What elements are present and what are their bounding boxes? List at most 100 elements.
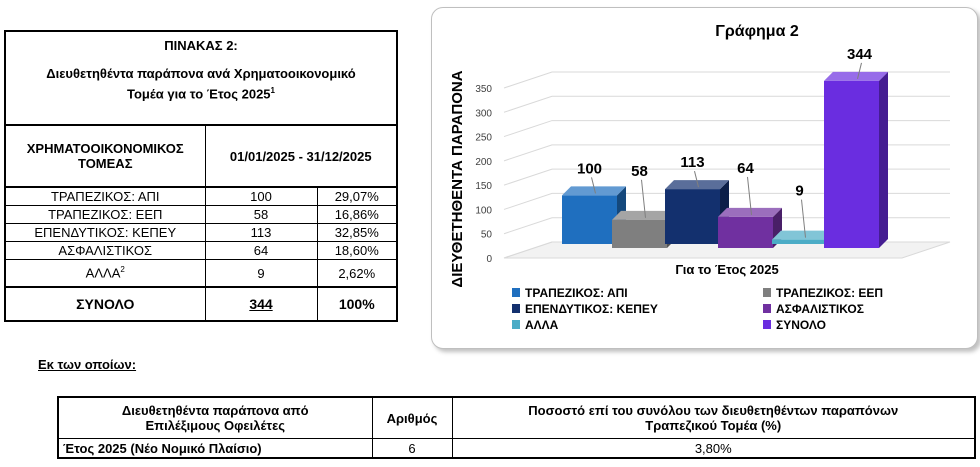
table-row: ΤΡΑΠΕΖΙΚΟΣ: ΕΕΠ 58 16,86% bbox=[4, 205, 398, 224]
bar-front bbox=[665, 189, 720, 244]
bar-front bbox=[562, 195, 617, 244]
col-header-percentage: Ποσοστό επί του συνόλου των διευθετηθέντ… bbox=[451, 396, 976, 439]
bar: 64 bbox=[718, 160, 782, 248]
data-label: 64 bbox=[737, 160, 754, 177]
chart-title: Γράφημα 2 bbox=[715, 23, 799, 40]
legend-swatch bbox=[763, 320, 771, 329]
gridline bbox=[503, 144, 950, 162]
data-label: 113 bbox=[680, 154, 704, 171]
legend-item: ΑΣΦΑΛΙΣΤΙΚΟΣ bbox=[763, 302, 864, 316]
legend-label: ΑΣΦΑΛΙΣΤΙΚΟΣ bbox=[776, 302, 864, 316]
bar-top bbox=[772, 230, 836, 240]
gridline bbox=[503, 71, 950, 89]
y-tick-label: 300 bbox=[475, 108, 492, 119]
bar-top bbox=[718, 207, 782, 217]
count-cell: 58 bbox=[204, 205, 318, 224]
pct-cell: 18,60% bbox=[316, 241, 398, 260]
gridline bbox=[503, 120, 950, 138]
sector-cell: ΑΛΛΑ2 bbox=[4, 259, 206, 288]
gridline bbox=[503, 217, 950, 235]
bar-side bbox=[879, 71, 888, 248]
bar-top bbox=[612, 210, 676, 220]
total-row: ΣΥΝΟΛΟ 344 100% bbox=[4, 286, 398, 322]
footnote-marker: 1 bbox=[270, 86, 275, 95]
legend-item: ΤΡΑΠΕΖΙΚΟΣ: ΑΠΙ bbox=[512, 286, 628, 300]
legend-label: ΣΥΝΟΛΟ bbox=[776, 318, 826, 332]
col-header-complaints-line1: Διευθετηθέντα παράπονα από bbox=[121, 403, 309, 418]
total-count: 344 bbox=[204, 286, 318, 322]
table-row: ΑΣΦΑΛΙΣΤΙΚΟΣ 64 18,60% bbox=[4, 241, 398, 260]
data-label: 100 bbox=[577, 160, 602, 177]
gridline bbox=[503, 168, 950, 186]
data-label-leader bbox=[857, 62, 862, 80]
sector-label: ΑΛΛΑ bbox=[85, 265, 121, 281]
y-tick-label: 250 bbox=[475, 133, 492, 144]
y-tick-label: 150 bbox=[475, 181, 492, 192]
footnote-marker: 2 bbox=[120, 265, 125, 275]
pct-cell: 29,07% bbox=[316, 186, 398, 206]
data-label: 9 bbox=[795, 183, 803, 200]
legend-label: ΤΡΑΠΕΖΙΚΟΣ: ΕΕΠ bbox=[776, 286, 883, 300]
col-header-number: Αριθμός bbox=[371, 396, 453, 439]
count-cell: 64 bbox=[204, 241, 318, 260]
data-label-leader bbox=[747, 176, 752, 215]
sector-cell: ΕΠΕΝΔΥΤΙΚΟΣ: ΚΕΠΕΥ bbox=[4, 223, 206, 242]
col-header-percentage-line2: Τραπεζικού Τομέα (%) bbox=[645, 418, 782, 433]
y-tick-label: 200 bbox=[475, 157, 492, 168]
legend: ΤΡΑΠΕΖΙΚΟΣ: ΑΠΙ ΤΡΑΠΕΖΙΚΟΣ: ΕΕΠ ΕΠΕΝΔΥΤΙΚΟ… bbox=[512, 286, 883, 332]
data-label: 344 bbox=[847, 46, 873, 63]
col-header-complaints-line2: Επιλέξιμους Οφειλέτες bbox=[145, 418, 286, 433]
sector-cell: ΑΣΦΑΛΙΣΤΙΚΟΣ bbox=[4, 241, 206, 260]
legend-label: ΕΠΕΝΔΥΤΙΚΟΣ: ΚΕΠΕΥ bbox=[525, 302, 658, 316]
data-label-leader bbox=[591, 177, 596, 194]
bar-top bbox=[824, 71, 888, 81]
col-header-sector: ΧΡΗΜΑΤΟΟΙΚΟΝΟΜΙΚΟΣ ΤΟΜΕΑΣ bbox=[4, 124, 206, 188]
total-pct: 100% bbox=[316, 286, 398, 322]
table-2-title-cell: ΠΙΝΑΚΑΣ 2: Διευθετηθέντα παράπονα ανά Χρ… bbox=[4, 30, 398, 126]
row-pct: 3,80% bbox=[451, 438, 976, 459]
y-tick-label: 50 bbox=[481, 230, 493, 241]
table-2-subtitle-line2: Τομέα για το Έτος 2025 bbox=[127, 86, 271, 102]
legend-item: ΣΥΝΟΛΟ bbox=[763, 318, 826, 332]
table-2: ΠΙΝΑΚΑΣ 2: Διευθετηθέντα παράπονα ανά Χρ… bbox=[4, 30, 398, 322]
bar-front bbox=[772, 239, 827, 244]
legend-swatch bbox=[763, 304, 771, 313]
bars: 100 58 113 64 9 344 bbox=[562, 46, 888, 249]
bar-chart: Γράφημα 2 ΔΙΕΥΘΕΤΗΘΕΝΤΑ ΠΑΡΑΠΟΝΑ Για το … bbox=[449, 23, 951, 332]
row-label: Έτος 2025 (Νέο Νομικό Πλαίσιο) bbox=[57, 438, 373, 459]
table-row: Έτος 2025 (Νέο Νομικό Πλαίσιο) 6 3,80% bbox=[57, 438, 976, 459]
subsection-heading: Εκ των οποίων: bbox=[38, 357, 137, 372]
row-count: 6 bbox=[371, 438, 453, 459]
count-cell: 113 bbox=[204, 223, 318, 242]
table-2-title: ΠΙΝΑΚΑΣ 2: bbox=[164, 38, 238, 53]
legend-swatch bbox=[512, 320, 520, 329]
sector-cell: ΤΡΑΠΕΖΙΚΟΣ: ΕΕΠ bbox=[4, 205, 206, 224]
legend-swatch bbox=[512, 288, 520, 297]
y-tick-label: 0 bbox=[486, 254, 492, 265]
x-axis-label: Για το Έτος 2025 bbox=[675, 262, 778, 277]
bar-front bbox=[612, 219, 667, 248]
legend-item: ΕΠΕΝΔΥΤΙΚΟΣ: ΚΕΠΕΥ bbox=[512, 302, 658, 316]
table-row: ΤΡΑΠΕΖΙΚΟΣ: ΑΠΙ 100 29,07% bbox=[4, 186, 398, 206]
legend-swatch bbox=[512, 304, 520, 313]
eligible-debtors-table: Διευθετηθέντα παράπονα από Επιλέξιμους Ο… bbox=[57, 396, 976, 459]
col-header-period: 01/01/2025 - 31/12/2025 bbox=[204, 124, 398, 188]
y-axis-label: ΔΙΕΥΘΕΤΗΘΕΝΤΑ ΠΑΡΑΠΟΝΑ bbox=[449, 70, 466, 287]
gridline bbox=[503, 192, 950, 210]
y-tick-label: 100 bbox=[475, 205, 492, 216]
chart-panel: Γράφημα 2 ΔΙΕΥΘΕΤΗΘΕΝΤΑ ΠΑΡΑΠΟΝΑ Για το … bbox=[431, 7, 978, 349]
pct-cell: 2,62% bbox=[316, 259, 398, 288]
table-row: ΕΠΕΝΔΥΤΙΚΟΣ: ΚΕΠΕΥ 113 32,85% bbox=[4, 223, 398, 242]
bar: 344 bbox=[824, 46, 888, 249]
col-header-percentage-line1: Ποσοστό επί του συνόλου των διευθετηθέντ… bbox=[528, 403, 899, 418]
total-label: ΣΥΝΟΛΟ bbox=[4, 286, 206, 322]
table-2-subtitle-line1: Διευθετηθέντα παράπονα ανά Χρηματοοικονο… bbox=[46, 66, 356, 81]
data-label: 58 bbox=[631, 163, 648, 180]
data-label-leader bbox=[801, 199, 806, 238]
legend-swatch bbox=[763, 288, 771, 297]
bar-top bbox=[562, 186, 626, 196]
table-2-subtitle: Διευθετηθέντα παράπονα ανά Χρηματοοικονο… bbox=[10, 65, 392, 102]
bar-top bbox=[665, 180, 729, 190]
legend-item: ΑΛΛΑ bbox=[512, 318, 559, 332]
table-row: ΑΛΛΑ2 9 2,62% bbox=[4, 259, 398, 288]
